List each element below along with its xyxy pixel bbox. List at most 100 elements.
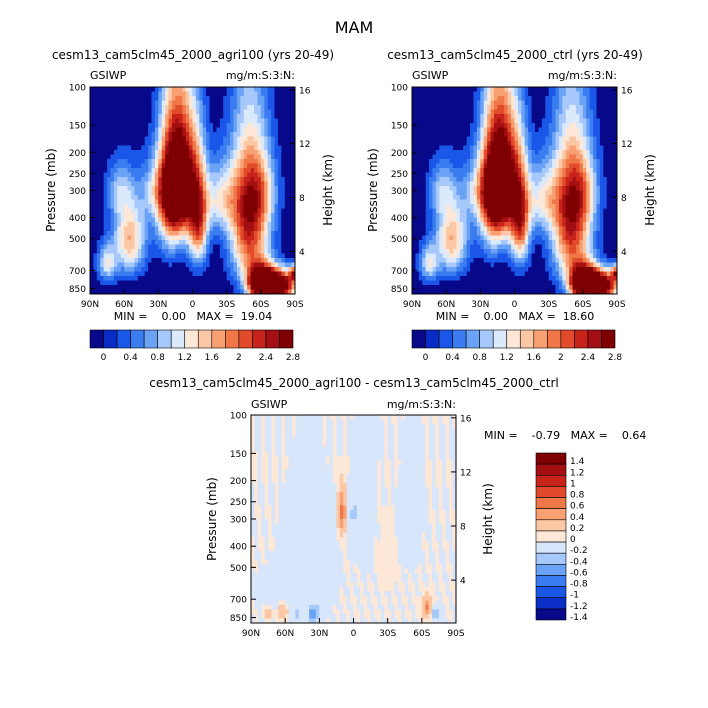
- heatmap-cell: [473, 240, 478, 245]
- heatmap-cell: [96, 271, 101, 277]
- heatmap-cell: [151, 127, 156, 133]
- heatmap-cell: [127, 217, 132, 223]
- heatmap-cell: [500, 145, 505, 151]
- heatmap-cell: [497, 190, 502, 196]
- heatmap-cell: [497, 204, 502, 209]
- heatmap-cell: [226, 213, 231, 218]
- heatmap-cell: [535, 244, 539, 250]
- heatmap-cell: [524, 123, 529, 128]
- heatmap-cell: [206, 190, 210, 196]
- heatmap-cell: [449, 199, 454, 205]
- heatmap-cell: [548, 204, 553, 209]
- heatmap-cell: [93, 226, 98, 232]
- y2-tick-label: 16: [299, 86, 311, 96]
- heatmap-cell: [459, 141, 464, 146]
- heatmap-cell: [199, 240, 204, 245]
- heatmap-cell: [117, 127, 122, 133]
- heatmap-cell: [487, 132, 491, 137]
- heatmap-cell: [610, 159, 614, 164]
- heatmap-cell: [195, 208, 200, 214]
- heatmap-cell: [473, 222, 478, 227]
- heatmap-cell: [148, 204, 152, 209]
- heatmap-cell: [154, 262, 159, 268]
- heatmap-cell: [240, 163, 245, 169]
- heatmap-cell: [103, 235, 108, 241]
- heatmap-cell: [425, 87, 430, 92]
- heatmap-cell: [596, 127, 601, 133]
- heatmap-cell: [425, 231, 430, 236]
- heatmap-cell: [435, 105, 440, 110]
- heatmap-cell: [277, 240, 282, 245]
- heatmap-cell: [466, 159, 471, 164]
- heatmap-cell: [535, 150, 539, 155]
- heatmap-cell: [131, 262, 135, 268]
- y-tick-label: 400: [69, 214, 86, 224]
- heatmap-cell: [271, 222, 275, 227]
- heatmap-cell: [168, 186, 173, 191]
- heatmap-cell: [291, 231, 296, 236]
- heatmap-cell: [236, 262, 241, 268]
- heatmap-cell: [124, 168, 128, 173]
- heatmap-cell: [257, 91, 262, 97]
- heatmap-cell: [284, 136, 289, 142]
- heatmap-cell: [449, 186, 454, 191]
- heatmap-cell: [96, 262, 101, 268]
- heatmap-cell: [494, 226, 498, 232]
- heatmap-cell: [117, 172, 122, 178]
- heatmap-cell: [281, 141, 286, 146]
- heatmap-cell: [100, 105, 105, 110]
- heatmap-cell: [151, 100, 156, 106]
- heatmap-cell: [236, 226, 241, 232]
- heatmap-cell: [100, 289, 105, 295]
- heatmap-cell: [565, 123, 570, 128]
- heatmap-cell: [288, 105, 292, 110]
- heatmap-cell: [541, 105, 546, 110]
- heatmap-cell: [470, 132, 474, 137]
- heatmap-cell: [100, 258, 105, 263]
- heatmap-cell: [120, 253, 125, 259]
- heatmap-cell: [230, 204, 234, 209]
- heatmap-cell: [442, 213, 447, 218]
- heatmap-cell: [288, 208, 292, 214]
- heatmap-cell: [473, 177, 478, 182]
- heatmap-cell: [593, 231, 597, 236]
- heatmap-cell: [233, 244, 238, 250]
- heatmap-cell: [195, 87, 200, 92]
- heatmap-cell: [572, 231, 577, 236]
- heatmap-cell: [161, 123, 166, 128]
- heatmap-cell: [90, 285, 94, 290]
- heatmap-cell: [93, 190, 98, 196]
- heatmap-cell: [168, 240, 173, 245]
- heatmap-cell: [117, 132, 122, 137]
- heatmap-cell: [412, 87, 416, 92]
- heatmap-cell: [154, 285, 159, 290]
- heatmap-cell: [565, 87, 570, 92]
- heatmap-cell: [137, 244, 142, 250]
- heatmap-cell: [277, 132, 282, 137]
- heatmap-cell: [281, 289, 286, 295]
- heatmap-cell: [446, 141, 450, 146]
- heatmap-cell: [192, 235, 197, 241]
- heatmap-cell: [247, 186, 251, 191]
- heatmap-cell: [216, 213, 221, 218]
- heatmap-cell: [418, 123, 423, 128]
- heatmap-cell: [267, 186, 272, 191]
- heatmap-cell: [558, 186, 563, 191]
- heatmap-cell: [514, 213, 519, 218]
- heatmap-cell: [593, 168, 597, 173]
- heatmap-cell: [154, 226, 159, 232]
- heatmap-cell: [243, 240, 248, 245]
- heatmap-cell: [206, 186, 210, 191]
- heatmap-cell: [107, 114, 111, 119]
- heatmap-cell: [473, 181, 478, 187]
- heatmap-cell: [281, 190, 286, 196]
- heatmap-cell: [182, 145, 187, 151]
- heatmap-cell: [507, 150, 512, 155]
- heatmap-cell: [226, 267, 231, 272]
- heatmap-cell: [144, 199, 149, 205]
- heatmap-cell: [453, 136, 457, 142]
- heatmap-cell: [514, 150, 519, 155]
- heatmap-cell: [613, 150, 618, 155]
- heatmap-cell: [110, 159, 115, 164]
- heatmap-cell: [144, 204, 149, 209]
